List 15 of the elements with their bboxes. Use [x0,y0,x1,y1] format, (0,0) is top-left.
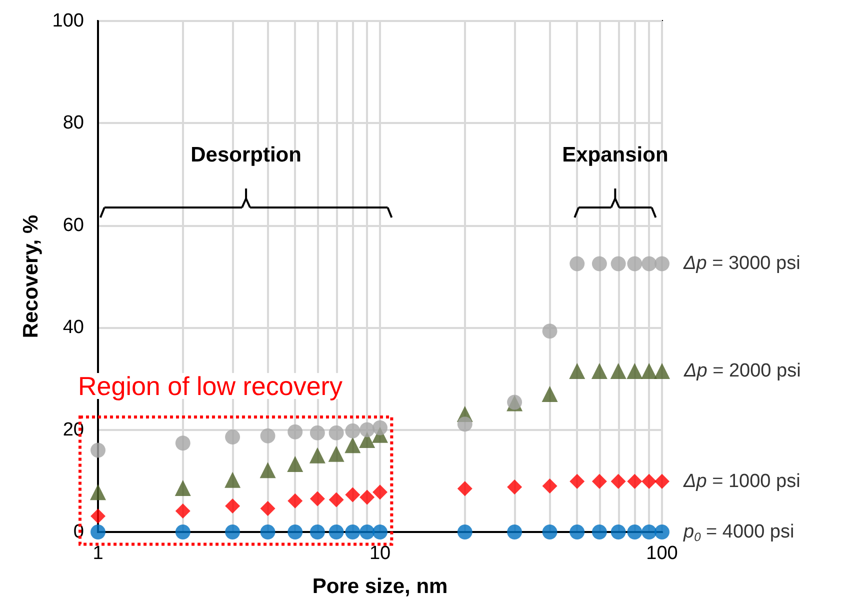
y-tick-label: 40 [62,317,84,338]
x-axis-title: Pore size, nm [312,575,448,598]
y-axis-title: Recovery, % [19,214,42,338]
annotation: Region of low recovery [78,371,342,402]
series-label: Δp = 3000 psi [682,253,800,274]
series-label: Δp = 2000 psi [683,360,801,382]
annotation: Expansion [562,144,668,167]
y-tick-label: 60 [62,214,84,236]
y-tick-label: 80 [62,112,84,134]
y-tick-label: 100 [52,10,84,32]
x-tick-label: 100 [646,543,678,564]
annotation: Desorption [190,144,302,167]
x-tick-label: 10 [369,543,391,564]
x-tick-label: 1 [92,543,104,564]
series-label: Δp = 1000 psi [682,470,800,492]
